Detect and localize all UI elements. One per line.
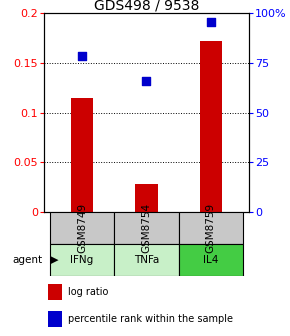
Bar	[114, 212, 179, 244]
Bar	[48, 284, 62, 299]
Bar	[179, 244, 243, 276]
Text: ▶: ▶	[43, 255, 58, 264]
Bar	[50, 212, 114, 244]
Text: IL4: IL4	[203, 255, 218, 264]
Text: GSM8749: GSM8749	[77, 203, 87, 253]
Bar	[200, 41, 222, 212]
Text: percentile rank within the sample: percentile rank within the sample	[68, 314, 233, 324]
Text: log ratio: log ratio	[68, 287, 108, 296]
Bar	[50, 244, 114, 276]
Text: GSM8759: GSM8759	[206, 203, 216, 253]
Bar	[48, 311, 62, 327]
Bar	[179, 212, 243, 244]
Text: IFNg: IFNg	[70, 255, 94, 264]
Text: GSM8754: GSM8754	[142, 203, 151, 253]
Bar	[71, 98, 93, 212]
Title: GDS498 / 9538: GDS498 / 9538	[94, 0, 199, 12]
Text: TNFa: TNFa	[134, 255, 159, 264]
Text: agent: agent	[13, 255, 43, 264]
Bar	[135, 184, 158, 212]
Point	[209, 20, 213, 25]
Point	[80, 53, 84, 59]
Bar	[114, 244, 179, 276]
Point	[144, 79, 149, 84]
